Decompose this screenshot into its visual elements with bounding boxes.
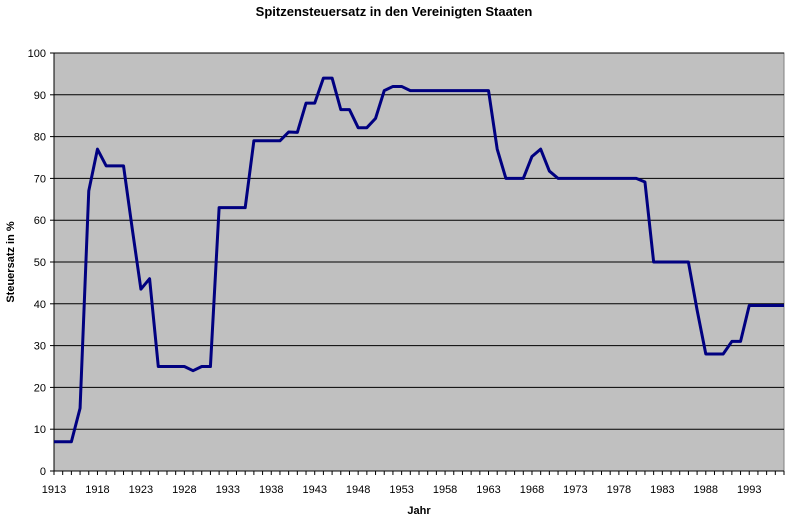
y-tick-label: 100 (28, 48, 46, 60)
y-tick-label: 90 (34, 90, 46, 102)
series-line-0 (54, 76, 784, 444)
x-tick-label: 1973 (563, 484, 587, 496)
x-axis-title: Jahr (407, 505, 431, 516)
x-tick-label: 1958 (433, 484, 457, 496)
y-tick-label: 0 (40, 466, 46, 478)
x-tick-label: 1933 (216, 484, 240, 496)
x-tick-label: 1968 (520, 484, 544, 496)
y-tick-label: 70 (34, 173, 46, 185)
x-tick-label: 1983 (650, 484, 674, 496)
x-tick-label: 1948 (346, 484, 370, 496)
y-tick-label: 80 (34, 132, 46, 144)
y-tick-label: 60 (34, 215, 46, 227)
x-tick-label: 1988 (694, 484, 718, 496)
x-tick-label: 1943 (302, 484, 326, 496)
x-tick-label: 1928 (172, 484, 196, 496)
x-tick-label: 1938 (259, 484, 283, 496)
x-tick-label: 1913 (42, 484, 66, 496)
x-tick-label: 1963 (476, 484, 500, 496)
y-tick-label: 40 (34, 299, 46, 311)
y-tick-label: 30 (34, 341, 46, 353)
x-tick-label: 1993 (737, 484, 761, 496)
y-tick-label: 10 (34, 424, 46, 436)
x-tick-label: 1918 (85, 484, 109, 496)
chart-title: Spitzensteuersatz in den Vereinigten Sta… (255, 4, 533, 19)
x-tick-label: 1953 (389, 484, 413, 496)
x-tick-label: 1978 (607, 484, 631, 496)
y-tick-label: 50 (34, 257, 46, 269)
y-axis-title: Steuersatz in % (5, 221, 17, 303)
x-tick-label: 1923 (129, 484, 153, 496)
y-tick-label: 20 (34, 382, 46, 394)
